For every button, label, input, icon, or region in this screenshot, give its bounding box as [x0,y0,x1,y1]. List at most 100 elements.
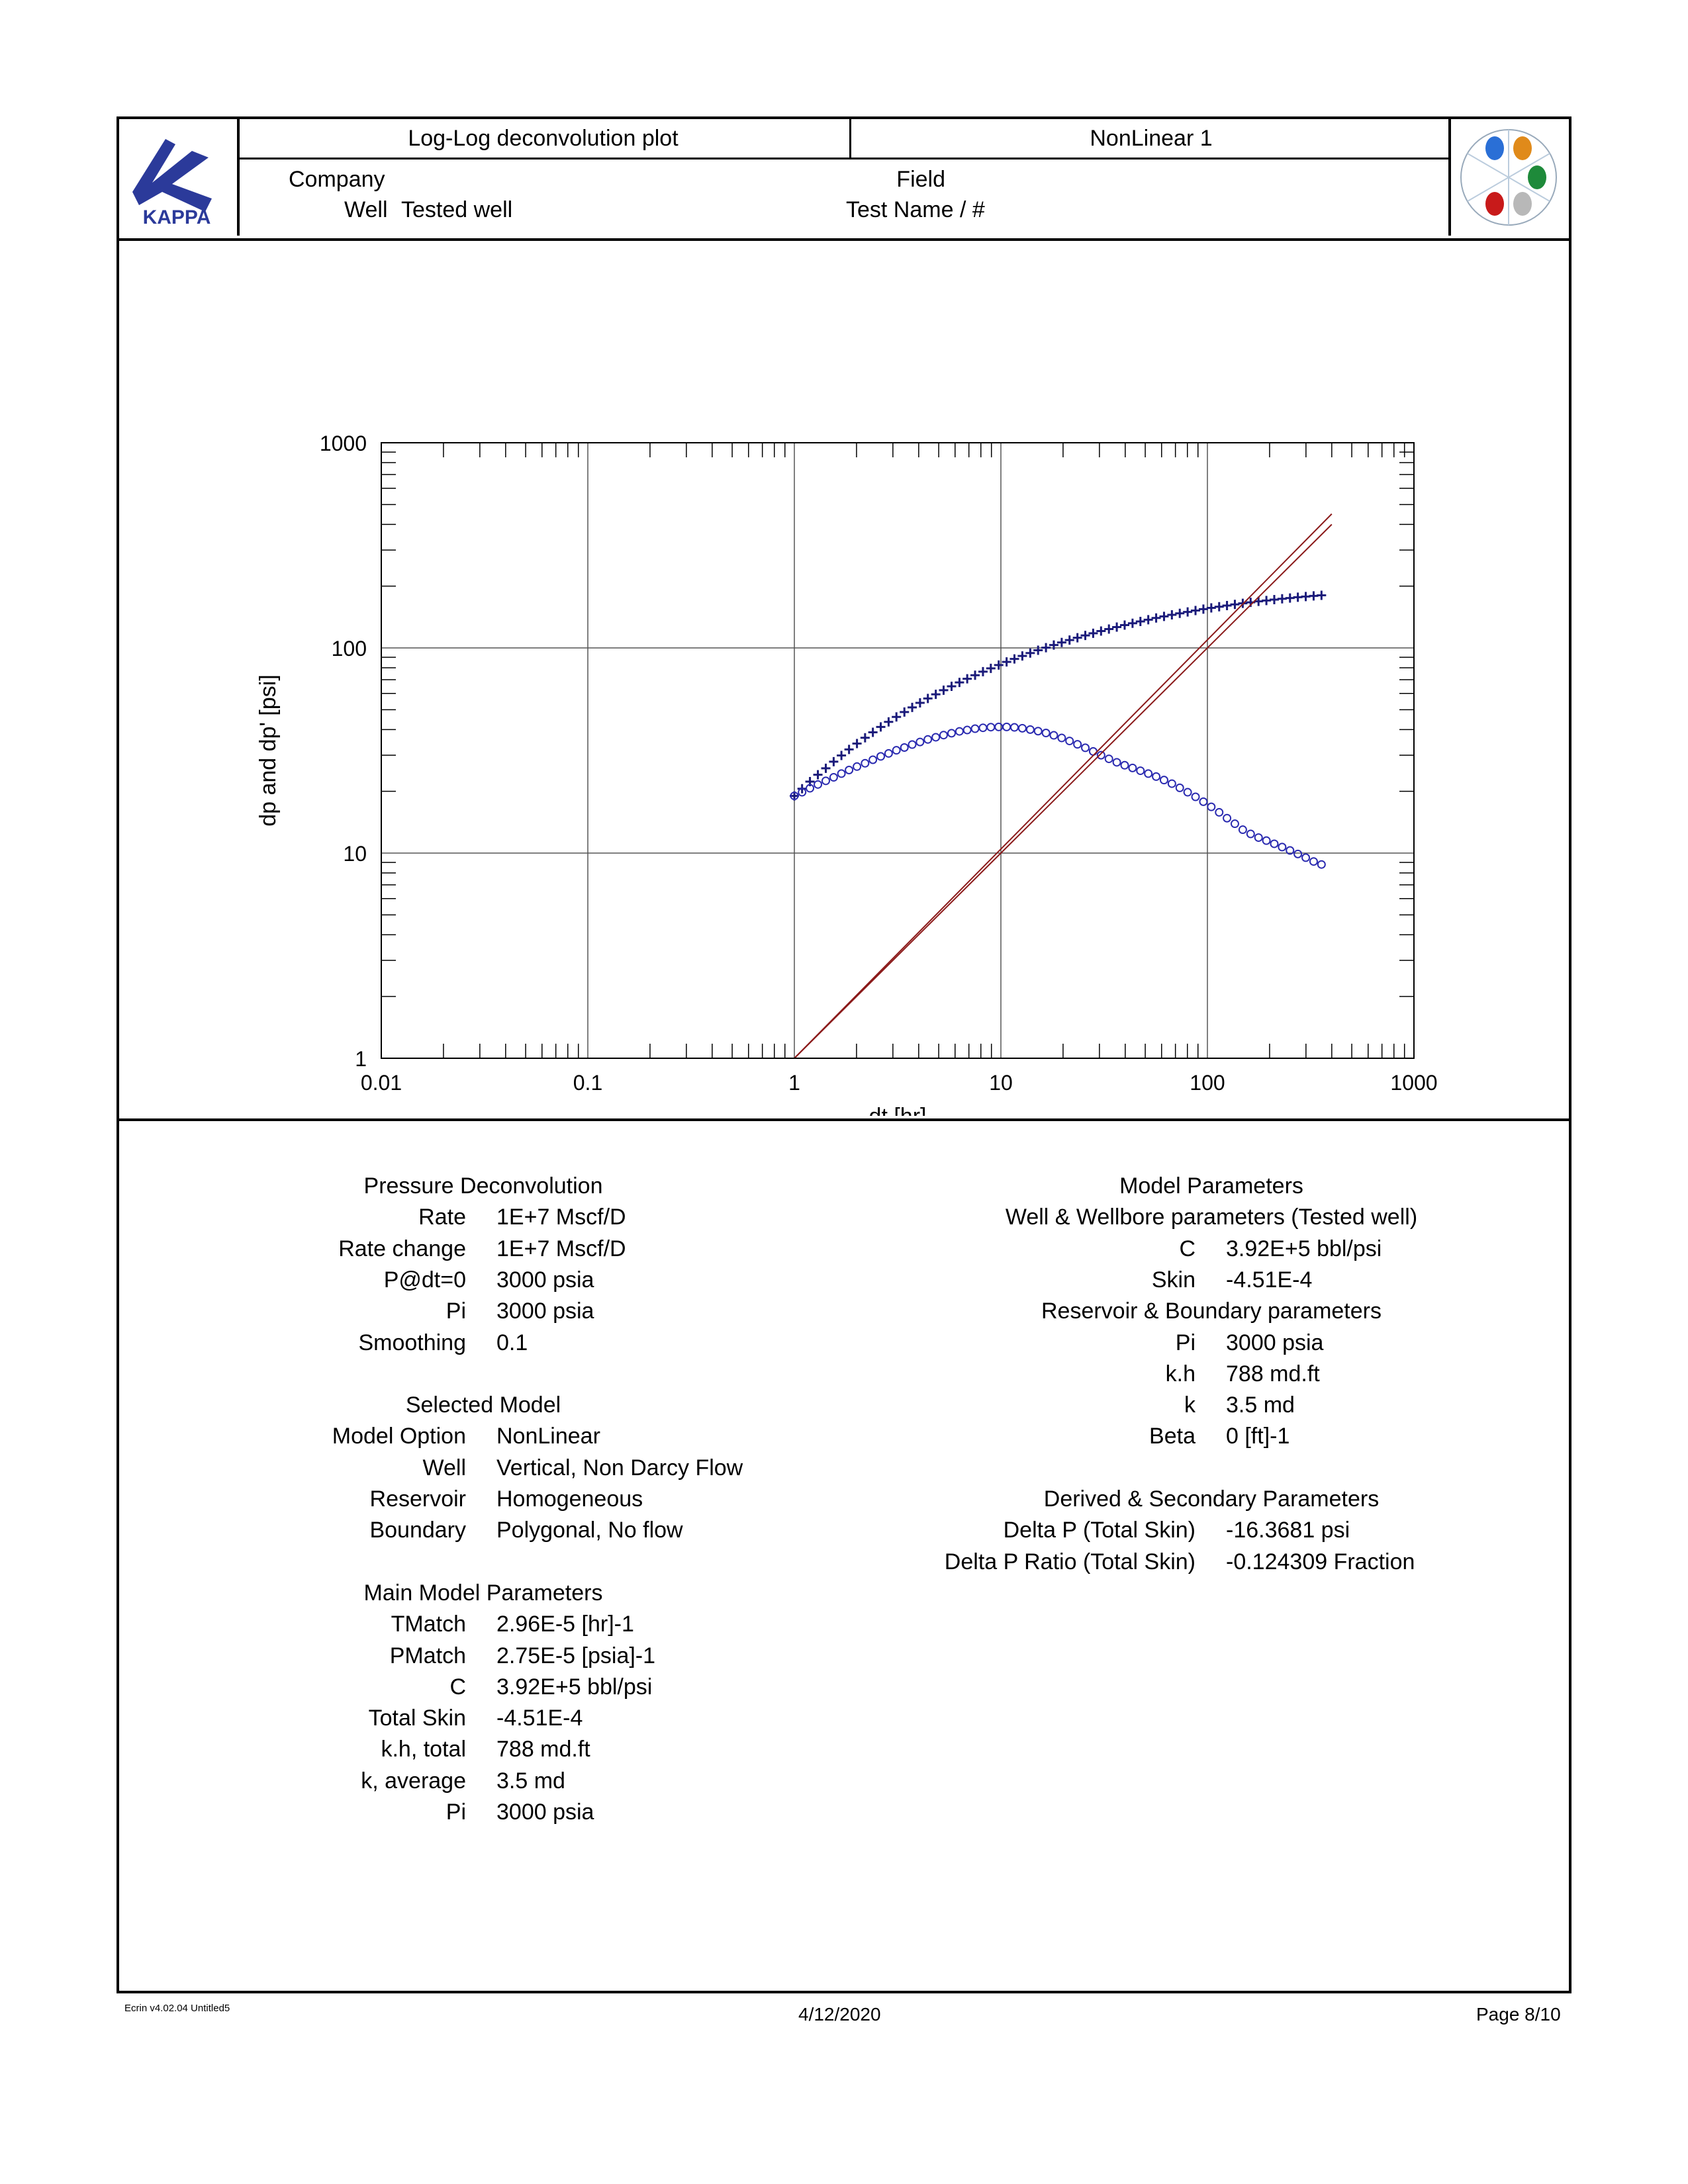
chart-ticks [381,443,1414,1058]
pressure-point [1072,633,1082,643]
field-label: Field [896,167,945,192]
section-title: Model Parameters [1119,1173,1303,1199]
param-label: k, average [361,1768,466,1794]
derivative-point [829,773,838,782]
derivative-point [1317,860,1326,869]
param-label: k.h [1165,1361,1196,1387]
pressure-point [1033,645,1043,655]
pressure-point [1127,618,1137,628]
x-tick-label: 100 [1190,1071,1225,1095]
derivative-point [1049,731,1058,740]
param-label: Well [422,1455,467,1480]
param-value: 1E+7 Mscf/D [496,1236,626,1261]
derivative-point [1152,772,1161,781]
param-value: -0.124309 Fraction [1226,1549,1415,1574]
report-header: KAPPA Log-Log deconvolution plot NonLine… [119,119,1569,241]
derivative-point [915,737,925,747]
param-value: Homogeneous [496,1486,643,1512]
derivative-point [1136,766,1145,776]
derivative-point [861,758,870,768]
pressure-point [1285,593,1295,603]
param-value: 1E+7 Mscf/D [496,1205,626,1230]
param-value: 0.1 [496,1330,528,1355]
pressure-point [1088,628,1098,638]
derivative-point [1065,737,1074,746]
section-title: Main Model Parameters [363,1580,603,1606]
derivative-point [1073,740,1082,749]
param-label: Rate change [338,1236,466,1261]
derivative-point [1230,819,1239,829]
param-value: 3000 psia [496,1799,594,1825]
footer-date: 4/12/2020 [798,2004,881,2025]
pressure-point [1277,594,1287,604]
pressure-point [1183,607,1193,617]
y-tick-label: 100 [332,637,367,660]
company-label: Company [289,167,385,192]
chart-series [790,513,1333,1059]
pressure-point [868,727,878,737]
param-value: 0 [ft]-1 [1226,1424,1290,1449]
derivative-point [1207,802,1216,811]
pressure-point [1056,637,1066,647]
pressure-point [844,745,854,754]
footer-page: Page 8/10 [1476,2004,1561,2025]
derivative-point [1262,836,1271,845]
derivative-point [1238,825,1247,835]
derivative-point [1002,722,1011,731]
pressure-point [915,698,925,707]
pressure-point [860,733,870,743]
param-value: 3.5 md [1226,1392,1295,1418]
white-gem-icon [1513,192,1532,216]
chart-grid [381,443,1414,1058]
pressure-point [1222,600,1232,610]
pressure-point [978,666,988,676]
pressure-point [1167,610,1177,619]
pressure-point [1151,613,1161,623]
plot-title: Log-Log deconvolution plot [237,119,851,158]
derivative-point [1301,853,1311,862]
param-label: k [1184,1392,1196,1418]
pressure-point [962,674,972,684]
pressure-point [1191,606,1201,615]
y-axis-label: dp and dp' [psi] [256,674,281,827]
report-frame: KAPPA Log-Log deconvolution plot NonLine… [117,116,1571,1993]
param-label: Beta [1149,1424,1196,1449]
derivative-point [1223,813,1232,823]
param-value: 3.5 md [496,1768,565,1794]
derivative-point [1144,769,1153,778]
derivative-point [1167,779,1176,788]
y-tick-label: 1000 [320,432,367,455]
loglog-chart: 0.01 0.1 1 10 100 1000 1 10 100 1000 dt [hr] dp a… [256,432,1438,1129]
derivative-point [939,731,948,740]
pressure-point [1230,600,1240,610]
param-value: 788 md.ft [496,1737,590,1762]
derivative-point [900,743,909,752]
derivative-point [1088,747,1098,756]
derivative-point [1286,846,1295,855]
x-tick-label: 0.01 [361,1071,402,1095]
pressure-point [837,751,847,760]
section-title: Pressure Deconvolution [363,1173,603,1199]
pressure-point [947,681,957,691]
derivative-point [1278,842,1287,852]
pressure-point [908,702,917,712]
derivative-point [1309,857,1318,866]
derivative-point [1199,797,1208,806]
pressure-point [1269,594,1279,604]
derivative-point [837,769,846,778]
derivative-point [1254,833,1263,842]
green-gem-icon [1528,165,1546,189]
param-value: Polygonal, No flow [496,1518,683,1543]
pressure-point [1064,635,1074,645]
unit-slope-line [794,513,1333,1059]
pressure-point [1119,620,1129,630]
param-value: 3.92E+5 bbl/psi [1226,1236,1382,1261]
derivative-point [814,780,823,789]
kappa-logo-mark [132,139,212,212]
pressure-point [1262,596,1272,606]
derivative-point [1183,788,1192,797]
y-tick-label: 1 [355,1047,367,1071]
x-tick-label: 1000 [1390,1071,1437,1095]
pressure-point [884,717,894,727]
derivative-point [1081,743,1090,752]
